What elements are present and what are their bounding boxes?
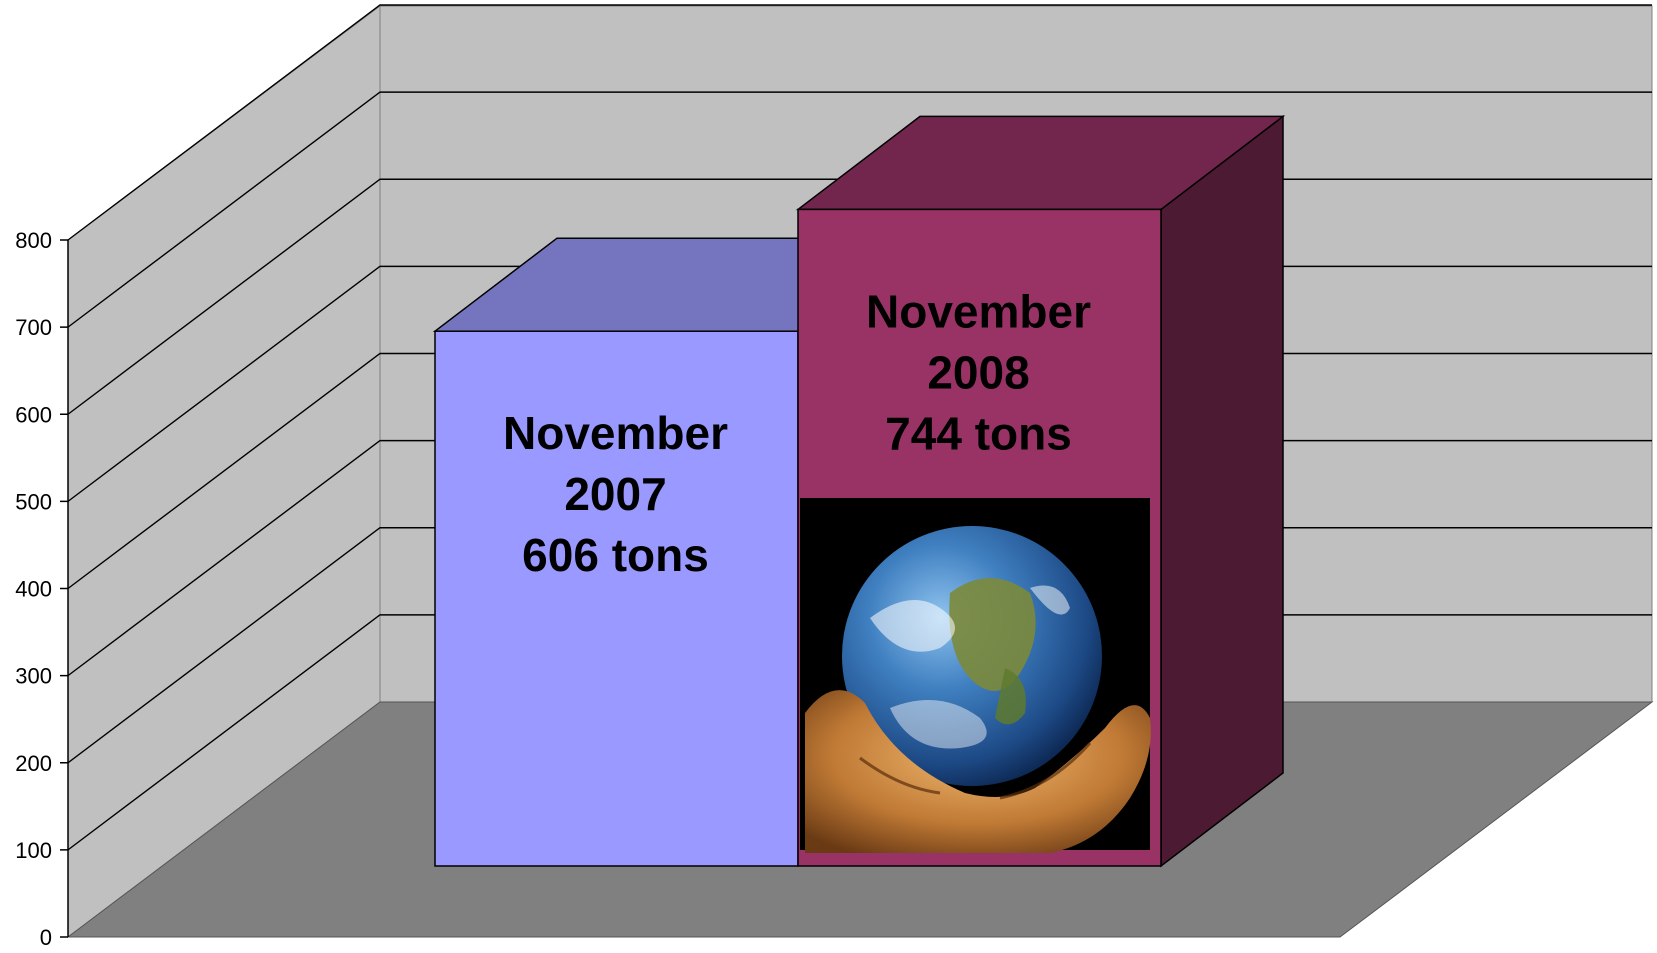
- y-tick-label: 400: [15, 577, 52, 602]
- y-tick-label: 300: [15, 664, 52, 689]
- bar-label-line: November: [503, 407, 728, 459]
- bar-label-line: 606 tons: [522, 529, 709, 581]
- bar-2: November 2008 744 tons: [795, 114, 1286, 868]
- bar-1: November 2007 606 tons: [432, 237, 923, 867]
- bar-label: November 2008 744 tons: [866, 285, 1091, 459]
- earth-in-hands-image: [800, 498, 1151, 853]
- bar-label-line: 2008: [927, 346, 1029, 398]
- bar-side-face: [1160, 114, 1284, 868]
- y-tick-label: 0: [40, 925, 52, 950]
- y-tick-label: 700: [15, 315, 52, 340]
- y-axis: [60, 239, 69, 938]
- bars: November 2007 606 tons November 2008 744 tons: [432, 114, 1286, 868]
- y-tick-label: 600: [15, 402, 52, 427]
- bar-label-line: 744 tons: [885, 407, 1072, 459]
- bar-label-line: November: [866, 285, 1091, 337]
- y-tick-label: 500: [15, 489, 52, 514]
- bar-front-face: [434, 330, 799, 867]
- gridline: [67, 91, 1652, 328]
- bar-label: November 2007 606 tons: [503, 407, 728, 581]
- y-tick-label: 200: [15, 751, 52, 776]
- y-tick-label: 100: [15, 838, 52, 863]
- bar-label-line: 2007: [564, 468, 666, 520]
- gridline: [67, 4, 1652, 241]
- y-tick-label: 800: [15, 228, 52, 253]
- y-tick-labels: 0 100 200 300 400 500 600 700 800: [15, 228, 52, 950]
